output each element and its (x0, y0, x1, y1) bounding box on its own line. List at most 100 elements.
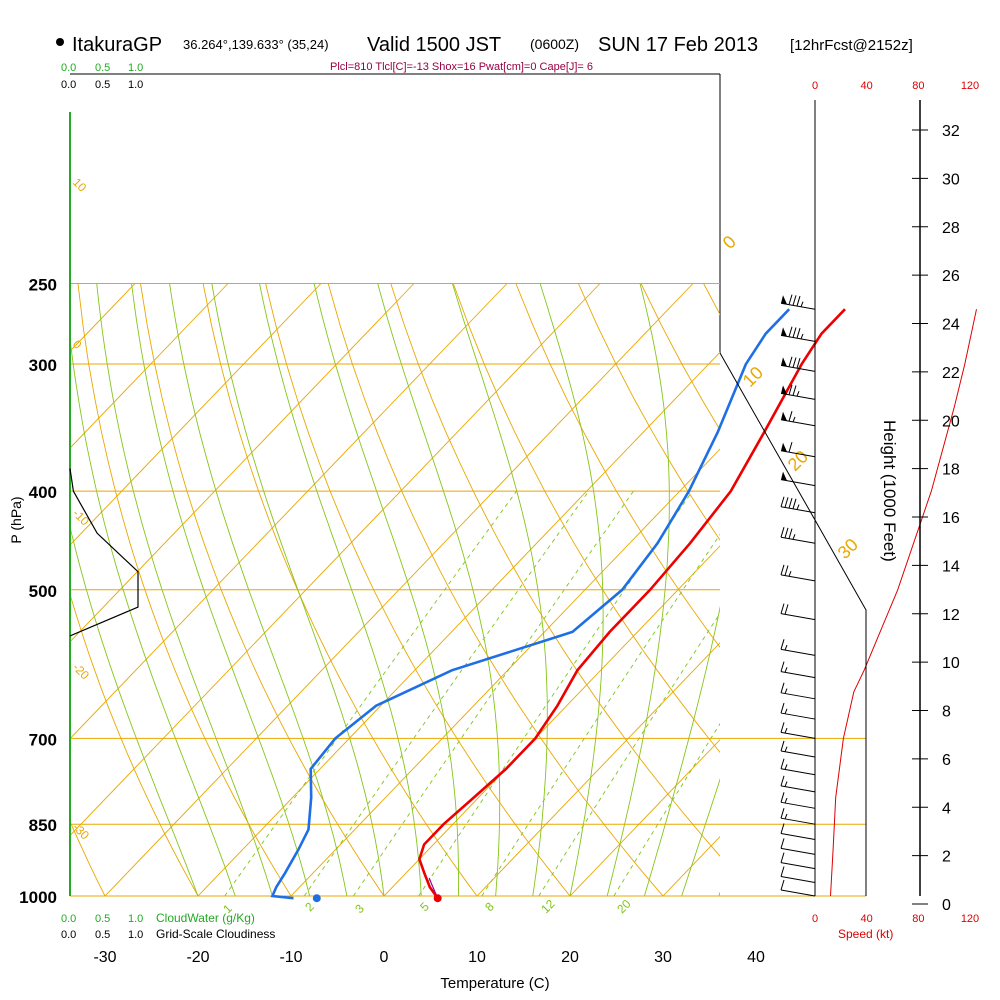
dry-adiabat (577, 283, 720, 541)
moist-adiabat (169, 283, 348, 896)
mixing-ratio-label: 8 (482, 899, 497, 914)
valid-zulu: (0600Z) (530, 36, 579, 52)
height-tick-label: 8 (942, 704, 951, 721)
top-black-0: 0.0 (61, 79, 76, 91)
isobars (70, 283, 866, 897)
wind-barb-feather (780, 639, 785, 650)
moist-adiabat (681, 778, 720, 896)
bottom-green-2: 1.0 (128, 913, 143, 925)
wind-barb (780, 775, 816, 793)
wind-barb-half-feather (800, 333, 804, 340)
bottom-black-1: 0.5 (95, 929, 110, 941)
wind-barb-feather (780, 879, 785, 891)
wind-barb-staff (780, 364, 816, 372)
wind-barb (780, 603, 816, 621)
wind-barb-half-feather (792, 534, 796, 540)
wind-barb-half-feather (784, 813, 788, 820)
wind-barb-staff (780, 302, 816, 310)
wind-barb-pennant (781, 357, 787, 367)
wind-barb-feather (788, 528, 793, 539)
wind-barb-staff (780, 671, 816, 679)
wind-barb (780, 294, 816, 310)
parcel-trace (428, 877, 439, 899)
wind-barb-half-feather (784, 797, 788, 804)
wind-barb-staff (780, 862, 816, 870)
wind-barb-feather (780, 823, 785, 834)
pressure-ticks: 250 300 400 500 700 850 1000 (19, 276, 57, 908)
temperature-tick-label: -10 (279, 949, 302, 966)
dry-adiabat (766, 284, 1000, 897)
plot-frame (70, 73, 721, 897)
isotherm (476, 642, 720, 896)
wind-barb-staff (780, 785, 816, 793)
moist-adiabat (643, 605, 720, 896)
wind-barb (780, 702, 816, 720)
wind-barb-feather (784, 604, 789, 615)
wind-barb (780, 808, 816, 825)
wind-barb (780, 356, 816, 372)
dry-adiabat-label: -20 (70, 660, 92, 682)
moist-adiabat (313, 283, 459, 896)
dry-adiabat (0, 284, 12, 897)
wind-barb-half-feather (784, 688, 788, 694)
speed-tick-top: 0 (812, 80, 818, 92)
mixing-ratio-line (224, 490, 517, 896)
profile-boundary (719, 352, 867, 896)
wind-barb-staff (780, 817, 816, 825)
dry-adiabat (452, 283, 720, 754)
mixing-ratio-label: 12 (538, 897, 558, 917)
height-tick-label: 20 (942, 413, 960, 430)
theta-e-label: 10 (739, 363, 767, 391)
surface-dewpoint-marker (312, 894, 321, 903)
top-black-2: 1.0 (128, 79, 143, 91)
wind-barb (780, 411, 816, 427)
wind-barb (780, 471, 816, 487)
temperature-tick-label: -30 (93, 949, 116, 966)
wind-barb-feather (796, 328, 801, 339)
pressure-tick-label: 400 (29, 483, 57, 502)
mixing-ratio-label: 5 (417, 899, 432, 914)
wind-barb-feather (796, 358, 801, 369)
wind-barb (780, 527, 816, 544)
wind-barbs (780, 294, 816, 897)
speed-tick-bottom: 40 (861, 913, 873, 925)
wind-barb-half-feather (784, 727, 788, 734)
wind-barb-half-feather (796, 504, 800, 510)
dry-adiabat-label: 10 (70, 175, 90, 195)
height-tick-label: 12 (942, 607, 960, 624)
wind-barb-feather (780, 682, 785, 693)
height-axis-label: Height (1000 Feet) (880, 420, 899, 562)
wind-barb (780, 758, 816, 776)
wind-barb-feather (780, 808, 785, 819)
pressure-tick-label: 250 (29, 276, 57, 295)
wind-barb-feather (780, 527, 785, 538)
wind-barb-staff (780, 479, 816, 487)
height-tick-label: 2 (942, 849, 951, 866)
station-name: ItakuraGP (72, 34, 162, 56)
height-tick-label: 18 (942, 462, 960, 479)
theta-e-label: 30 (834, 535, 862, 563)
bottom-black-0: 0.0 (61, 929, 76, 941)
wind-barb-half-feather (784, 644, 788, 651)
wind-barb-pennant (781, 327, 787, 337)
wind-barb-pennant (781, 411, 787, 421)
wind-barb (780, 866, 816, 884)
wind-barb-staff (780, 506, 816, 514)
series-layer (69, 308, 977, 903)
wind-barb-feather (780, 740, 785, 752)
wind-barb-feather (792, 295, 797, 306)
mixing-ratio-label: 3 (352, 901, 367, 916)
top-green-1: 0.5 (95, 62, 110, 74)
wind-barb-feather (788, 384, 793, 395)
height-tick-label: 16 (942, 510, 960, 527)
bottom-scales: 0.0 0.5 1.0 CloudWater (g/Kg) 0.0 0.5 1.… (61, 911, 275, 941)
wind-barb-half-feather (800, 301, 804, 307)
wind-barb-staff (780, 768, 816, 776)
wind-barb-staff (780, 876, 816, 884)
speed-tick-bottom: 80 (912, 913, 924, 925)
wind-barb (780, 661, 816, 679)
wind-barb-half-feather (784, 667, 788, 673)
dry-adiabat (70, 592, 199, 896)
speed-tick-top: 120 (961, 80, 979, 92)
